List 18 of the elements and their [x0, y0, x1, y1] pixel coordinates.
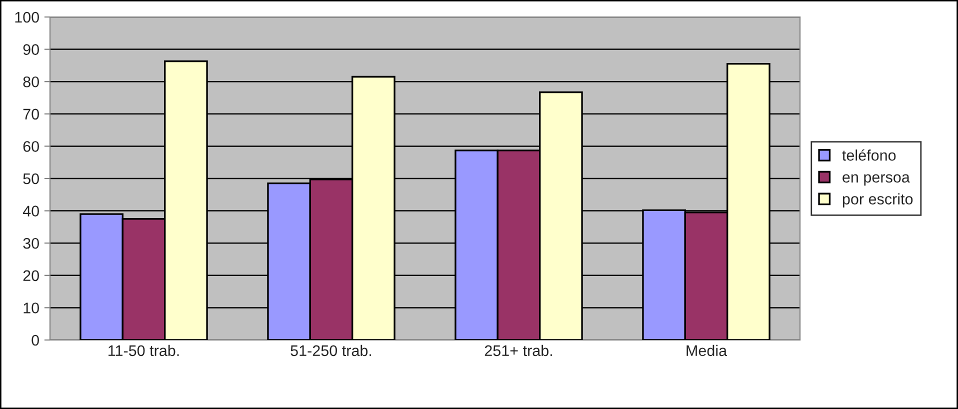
y-tick-label: 50	[23, 173, 39, 184]
y-tick-label: 20	[23, 270, 39, 282]
legend-label: en persoa	[842, 174, 910, 186]
y-tick-label: 30	[23, 238, 39, 249]
x-tick-label: Media	[686, 344, 728, 356]
y-tick-label: 0	[32, 334, 39, 346]
legend-label: teléfono	[842, 149, 896, 161]
y-tick-label: 90	[23, 44, 39, 55]
x-tick-label: 251+ trab.	[484, 344, 552, 356]
y-tick-label: 10	[24, 302, 39, 314]
y-tick-label: 100	[15, 12, 39, 23]
y-tick-label: 40	[22, 206, 39, 216]
y-tick-label: 80	[23, 76, 39, 88]
x-tick-label: 11-50 trab.	[108, 344, 179, 356]
y-tick-label: 70	[23, 108, 39, 120]
y-tick-label: 60	[23, 141, 39, 152]
legend-label: por escrito	[842, 193, 913, 208]
x-tick-label: 51-250 trab.	[290, 344, 372, 356]
